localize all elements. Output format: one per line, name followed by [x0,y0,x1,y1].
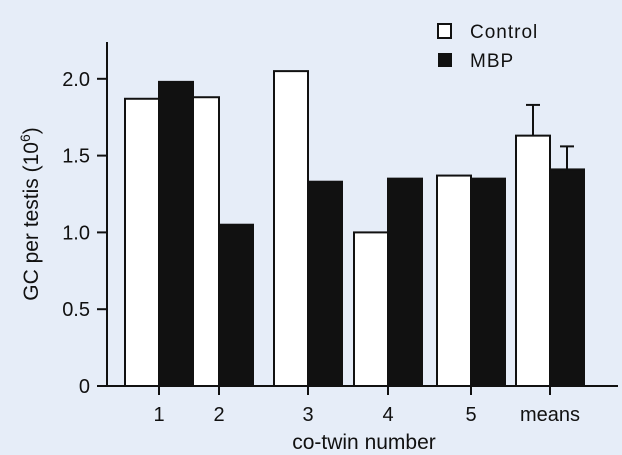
y-tick-label: 0.5 [62,299,90,321]
x-tick-label: 3 [302,404,313,426]
bars-layer [124,70,585,388]
y-tick-label: 0 [79,376,90,398]
bar-control-3 [273,70,309,388]
bar-control-1 [124,97,160,387]
legend-swatch-control [437,23,452,39]
y-axis-title-close: ) [20,127,43,134]
y-ticks-layer: 0 0.5 1.0 1.5 2.0 [62,69,107,398]
error-bars-layer [526,103,574,170]
legend-label-control: Control [470,22,538,43]
x-tick-label: 2 [213,404,224,426]
bar-mbp-means [549,168,585,387]
x-ticks-layer: 1 2 3 4 5 means [153,386,580,426]
y-tick-label: 2.0 [62,69,90,91]
legend-label-mbp: MBP [470,51,514,72]
y-tick-label: 1.0 [62,222,90,244]
x-tick-label: means [520,404,580,426]
bar-control-5 [436,174,472,387]
y-tick-label: 1.5 [62,146,90,168]
bar-mbp-4 [387,177,423,387]
x-axis-title: co-twin number [292,431,436,454]
x-tick-label: 5 [465,404,476,426]
bar-mbp-1 [158,80,194,387]
y-axis-title-exponent: 6 [17,134,33,142]
bar-mbp-5 [470,177,506,387]
y-axis-title: GC per testis (106) [17,127,43,301]
axes-layer [106,42,618,387]
bar-mbp-2 [218,223,254,387]
y-axis-title-base: GC per testis (10 [20,142,43,301]
bar-control-means [515,134,551,387]
bar-mbp-3 [307,180,343,387]
bar-control-4 [353,231,389,387]
legend-swatch-mbp [438,53,452,67]
x-tick-label: 1 [153,404,164,426]
x-tick-label: 4 [382,404,393,426]
legend: Control MBP [437,22,538,72]
